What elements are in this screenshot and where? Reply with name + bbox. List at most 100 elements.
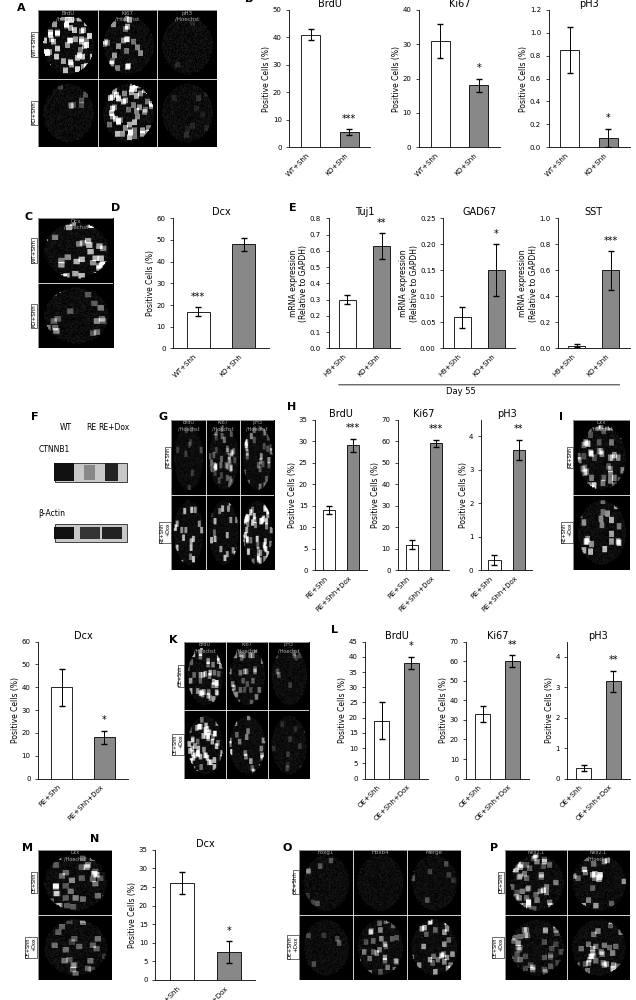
Text: **: ** — [514, 424, 523, 434]
Bar — [205, 420, 240, 495]
Bar — [106, 463, 118, 481]
Bar — [187, 312, 210, 348]
Text: **: ** — [609, 655, 618, 665]
Bar — [568, 346, 585, 348]
Title: Ki67: Ki67 — [413, 409, 434, 419]
Bar — [157, 10, 217, 79]
Bar — [567, 850, 630, 915]
Bar — [299, 850, 353, 915]
Text: Ki67
/Hoechst: Ki67 /Hoechst — [212, 420, 233, 431]
Title: BrdU: BrdU — [329, 409, 353, 419]
Bar — [347, 445, 359, 570]
Text: Nkx2.1
/Hoechst: Nkx2.1 /Hoechst — [588, 850, 609, 861]
Bar — [606, 681, 621, 779]
Bar — [93, 737, 115, 779]
Bar — [340, 132, 359, 147]
Bar — [38, 79, 98, 147]
Title: BrdU: BrdU — [318, 0, 342, 9]
Text: ***: *** — [191, 292, 205, 302]
Text: pH3
/Hoechst: pH3 /Hoechst — [278, 642, 300, 653]
Bar — [375, 721, 389, 779]
Text: Day 55: Day 55 — [446, 387, 476, 396]
Y-axis label: mRNA expression
(Relative to GAPDH): mRNA expression (Relative to GAPDH) — [518, 245, 537, 322]
Y-axis label: Positive Cells (%): Positive Cells (%) — [545, 677, 554, 743]
Bar — [488, 560, 501, 570]
Text: *: * — [227, 926, 232, 936]
Text: O: O — [283, 843, 293, 853]
Bar — [102, 527, 122, 539]
Text: *: * — [102, 715, 107, 725]
Text: P: P — [490, 843, 498, 853]
Text: RE+Shh: RE+Shh — [165, 447, 170, 467]
Bar — [407, 915, 461, 980]
Bar — [226, 642, 268, 710]
Y-axis label: Positive Cells (%): Positive Cells (%) — [11, 677, 20, 743]
Text: *: * — [476, 63, 481, 73]
Y-axis label: Positive Cells (%): Positive Cells (%) — [392, 46, 401, 112]
Text: RE: RE — [86, 423, 97, 432]
Bar — [453, 317, 471, 348]
Text: D: D — [111, 203, 120, 213]
Title: Tuj1: Tuj1 — [355, 207, 374, 217]
Text: C: C — [25, 212, 32, 222]
Bar — [431, 41, 450, 147]
Bar — [504, 850, 567, 915]
Y-axis label: Positive Cells (%): Positive Cells (%) — [520, 46, 529, 112]
Text: A: A — [17, 3, 25, 13]
Bar — [430, 443, 442, 570]
Text: N: N — [90, 834, 100, 844]
Bar — [505, 661, 520, 779]
Bar — [54, 527, 74, 539]
Y-axis label: Positive Cells (%): Positive Cells (%) — [338, 677, 347, 743]
Bar — [205, 495, 240, 570]
Text: WT+Shh: WT+Shh — [32, 239, 37, 263]
Y-axis label: Positive Cells (%): Positive Cells (%) — [371, 462, 380, 528]
Text: I: I — [559, 412, 563, 422]
Text: *: * — [409, 641, 414, 651]
Y-axis label: Positive Cells (%): Positive Cells (%) — [128, 882, 137, 948]
Text: pH3
/Hoechst: pH3 /Hoechst — [175, 11, 199, 21]
Text: B: B — [245, 0, 253, 4]
Bar — [232, 244, 255, 348]
Text: OE+Shh: OE+Shh — [178, 666, 183, 686]
Text: BrdU
/Hoechst: BrdU /Hoechst — [194, 642, 216, 653]
Bar — [240, 495, 274, 570]
Text: OE+Shh: OE+Shh — [499, 872, 503, 893]
Bar — [55, 463, 127, 482]
Text: BrdU
/Hoechst: BrdU /Hoechst — [56, 11, 80, 21]
Bar — [322, 510, 335, 570]
Text: ***: *** — [604, 236, 618, 246]
Y-axis label: Positive Cells (%): Positive Cells (%) — [263, 46, 272, 112]
Text: Foxg1: Foxg1 — [318, 850, 335, 855]
Text: Dcx
/Hoechst: Dcx /Hoechst — [64, 850, 86, 861]
Title: BrdU: BrdU — [385, 631, 408, 641]
Bar — [567, 915, 630, 980]
Text: β-Actin: β-Actin — [38, 509, 65, 518]
Bar — [98, 10, 157, 79]
Bar — [38, 850, 112, 915]
Text: WT+Shh: WT+Shh — [32, 32, 37, 56]
Title: Ki67: Ki67 — [487, 631, 508, 641]
Bar — [353, 915, 407, 980]
Text: RE+Shh: RE+Shh — [567, 447, 572, 467]
Bar — [184, 710, 226, 779]
Bar — [184, 642, 226, 710]
Bar — [171, 495, 205, 570]
Bar — [171, 420, 205, 495]
Bar — [80, 527, 100, 539]
Bar — [170, 883, 193, 980]
Text: ***: *** — [346, 423, 360, 433]
Text: pH3
/Hoechst: pH3 /Hoechst — [246, 420, 268, 431]
Title: Ki67: Ki67 — [449, 0, 470, 9]
Text: CTNNB1: CTNNB1 — [38, 445, 69, 454]
Bar — [373, 246, 390, 348]
Text: K: K — [169, 635, 177, 645]
Text: OE+Shh
+Dox: OE+Shh +Dox — [493, 937, 503, 958]
Bar — [488, 270, 505, 348]
Y-axis label: Positive Cells (%): Positive Cells (%) — [146, 250, 155, 316]
Title: GAD67: GAD67 — [462, 207, 496, 217]
Y-axis label: mRNA expression
(Relative to GAPDH): mRNA expression (Relative to GAPDH) — [289, 245, 308, 322]
Y-axis label: Positive Cells (%): Positive Cells (%) — [459, 462, 467, 528]
Text: Hoxb4: Hoxb4 — [371, 850, 389, 855]
Text: BrdU
/Hoechst: BrdU /Hoechst — [177, 420, 199, 431]
